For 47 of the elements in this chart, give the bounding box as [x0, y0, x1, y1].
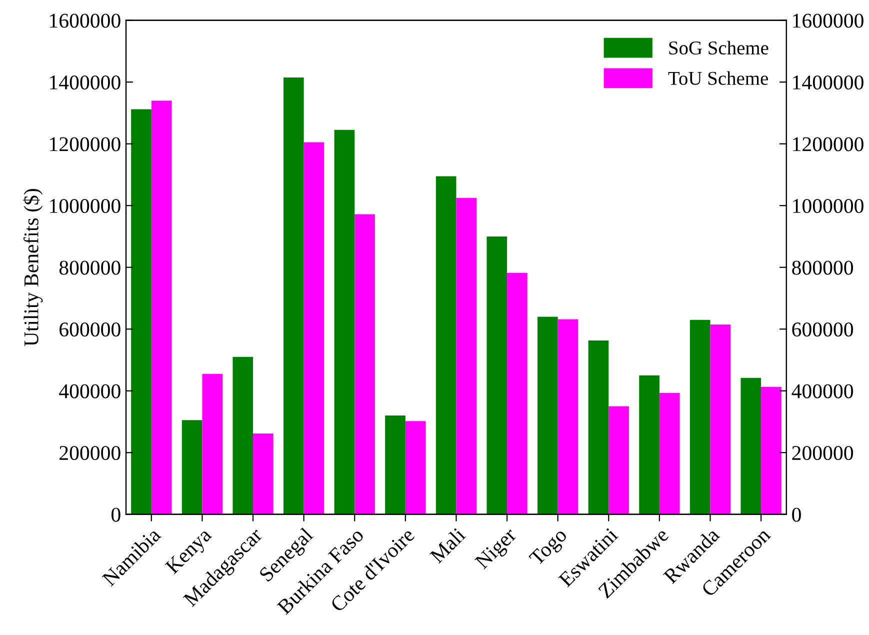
y2-tick-label: 1200000 — [793, 137, 864, 152]
y2-tick-label: 200000 — [792, 446, 854, 460]
y2-tick-label: 600000 — [792, 322, 854, 337]
legend-label: ToU Scheme — [668, 71, 768, 85]
y-tick-label: 800000 — [59, 260, 120, 275]
bar — [283, 77, 304, 514]
bar — [710, 324, 731, 514]
bar — [304, 142, 324, 514]
bar — [761, 386, 782, 514]
bar — [405, 421, 426, 514]
bar — [436, 176, 456, 514]
bar — [253, 433, 274, 514]
y2-tick-label: 1400000 — [793, 75, 864, 90]
bar — [659, 393, 680, 514]
bar — [558, 319, 578, 514]
y-tick-label: 400000 — [59, 384, 120, 398]
bar — [456, 198, 477, 514]
y2-tick-label: 1600000 — [793, 14, 864, 28]
bar — [639, 375, 660, 514]
y-tick-label: 1400000 — [50, 75, 120, 90]
bar — [354, 214, 375, 514]
y2-tick-label: 800000 — [792, 260, 854, 275]
y-tick-label: 1200000 — [50, 137, 120, 152]
bar — [608, 406, 629, 514]
bar — [486, 236, 508, 514]
y-axis-title: Utility Benefits ($) — [23, 188, 43, 346]
y2-tick-label: 400000 — [792, 384, 854, 398]
y-tick-label: 200000 — [60, 446, 120, 460]
y-tick-label: 600000 — [60, 322, 120, 337]
bar — [538, 316, 558, 514]
y2-tick-label: 1000000 — [793, 198, 864, 214]
legend-label: SoG Scheme — [669, 40, 768, 55]
bar — [507, 272, 528, 514]
y-tick-label: 1600000 — [50, 14, 120, 28]
bar — [131, 109, 152, 514]
bar — [588, 340, 609, 514]
bar — [334, 130, 355, 514]
y-tick-label: 0 — [112, 508, 120, 522]
bar — [385, 416, 406, 514]
bar — [740, 378, 762, 514]
y2-tick-label: 0 — [792, 508, 801, 522]
bar — [202, 374, 223, 514]
bar — [690, 320, 710, 514]
y-tick-label: 1000000 — [50, 198, 120, 214]
bar — [232, 356, 254, 514]
bar — [151, 100, 172, 514]
bar — [182, 420, 202, 514]
